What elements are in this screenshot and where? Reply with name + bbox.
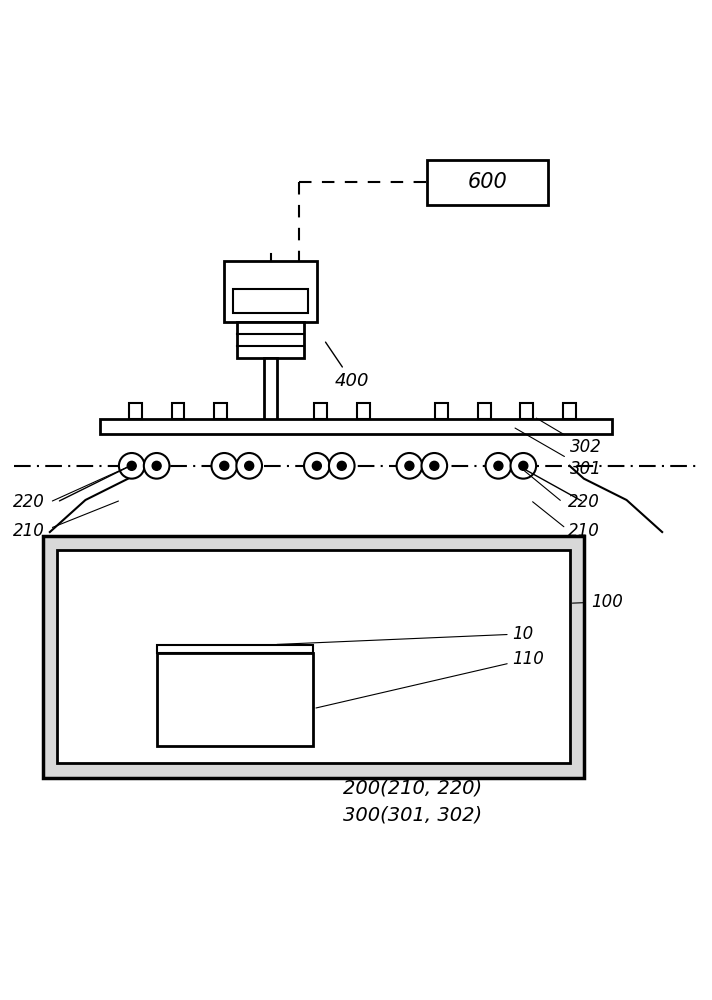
Circle shape — [430, 461, 439, 470]
FancyBboxPatch shape — [157, 645, 313, 653]
Circle shape — [519, 461, 528, 470]
FancyBboxPatch shape — [357, 403, 370, 419]
Text: 210: 210 — [568, 522, 600, 540]
Text: 220: 220 — [13, 493, 44, 511]
FancyBboxPatch shape — [157, 653, 313, 746]
Circle shape — [337, 461, 346, 470]
Circle shape — [397, 453, 422, 479]
Circle shape — [144, 453, 169, 479]
Circle shape — [313, 461, 321, 470]
Circle shape — [236, 453, 262, 479]
FancyBboxPatch shape — [172, 403, 184, 419]
Circle shape — [494, 461, 503, 470]
Circle shape — [119, 453, 145, 479]
FancyBboxPatch shape — [129, 403, 142, 419]
Text: 300(301, 302): 300(301, 302) — [343, 805, 483, 824]
Text: 210: 210 — [13, 522, 44, 540]
Text: 302: 302 — [536, 418, 602, 456]
FancyBboxPatch shape — [100, 419, 612, 434]
Circle shape — [152, 461, 161, 470]
FancyBboxPatch shape — [233, 289, 308, 313]
Text: 400: 400 — [325, 342, 369, 390]
Circle shape — [245, 461, 253, 470]
Circle shape — [511, 453, 536, 479]
Text: 200(210, 220): 200(210, 220) — [343, 779, 483, 798]
Text: 100: 100 — [572, 593, 623, 611]
Circle shape — [127, 461, 136, 470]
Circle shape — [329, 453, 355, 479]
FancyBboxPatch shape — [43, 536, 584, 778]
Text: 220: 220 — [568, 493, 600, 511]
Circle shape — [220, 461, 229, 470]
FancyBboxPatch shape — [314, 403, 327, 419]
Circle shape — [405, 461, 414, 470]
Text: 600: 600 — [468, 172, 508, 192]
Text: 110: 110 — [316, 650, 545, 708]
FancyBboxPatch shape — [264, 358, 277, 432]
FancyBboxPatch shape — [563, 403, 576, 419]
FancyBboxPatch shape — [478, 403, 491, 419]
FancyBboxPatch shape — [520, 403, 533, 419]
FancyBboxPatch shape — [435, 403, 448, 419]
FancyBboxPatch shape — [427, 160, 548, 205]
Circle shape — [304, 453, 330, 479]
FancyBboxPatch shape — [224, 261, 317, 322]
FancyBboxPatch shape — [57, 550, 570, 763]
Circle shape — [211, 453, 237, 479]
Text: 10: 10 — [277, 625, 534, 644]
FancyBboxPatch shape — [214, 403, 227, 419]
FancyBboxPatch shape — [237, 322, 304, 358]
Text: 301: 301 — [515, 428, 602, 478]
Circle shape — [486, 453, 511, 479]
Circle shape — [422, 453, 447, 479]
